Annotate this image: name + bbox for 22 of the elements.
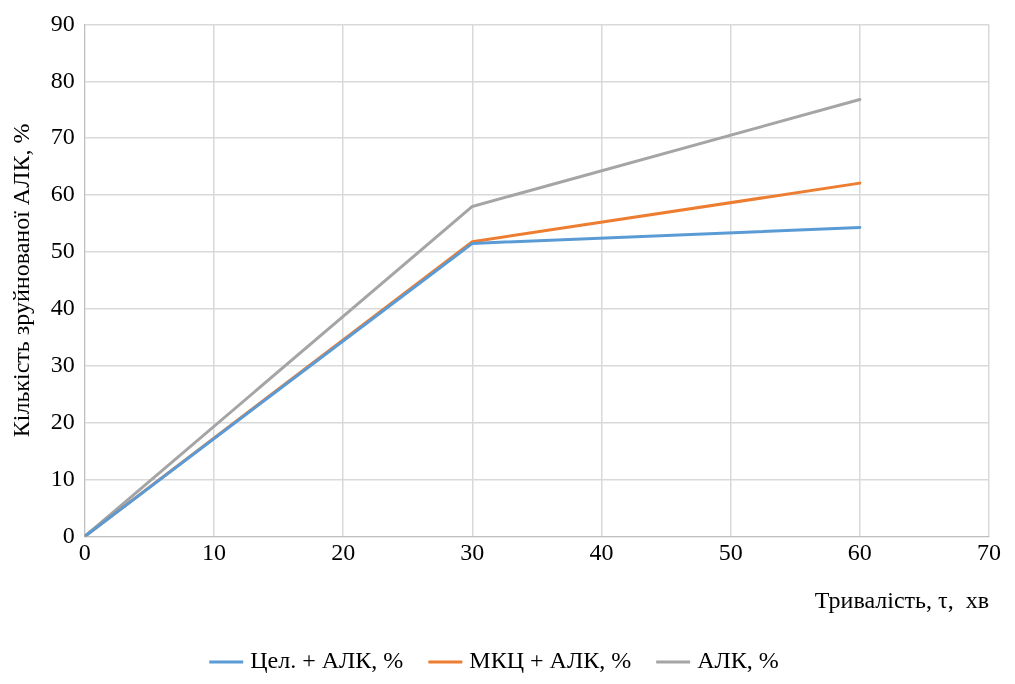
x-axis-title: Тривалість, τ, хв	[814, 586, 989, 613]
x-tick-label: 20	[331, 539, 356, 566]
y-axis-title: Кількість зруйнованої АЛК, %	[7, 123, 34, 438]
y-tick-label: 50	[50, 237, 75, 264]
legend-label: АЛК, %	[697, 647, 779, 674]
x-tick-label: 50	[718, 539, 743, 566]
y-tick-label: 60	[50, 180, 75, 207]
legend-label: Цел. + АЛК, %	[250, 647, 404, 674]
x-tick-label: 10	[201, 539, 226, 566]
y-tick-label: 30	[50, 351, 75, 378]
x-tick-label: 70	[977, 539, 1001, 566]
y-tick-label: 20	[50, 407, 75, 434]
x-tick-label: 30	[460, 539, 485, 566]
y-tick-label: 10	[50, 464, 75, 491]
y-tick-label: 90	[50, 9, 75, 36]
y-tick-label: 40	[50, 294, 75, 321]
y-tick-label: 70	[50, 123, 75, 150]
y-tick-label: 0	[62, 521, 75, 548]
x-tick-label: 40	[589, 539, 614, 566]
y-tick-label: 80	[50, 66, 75, 93]
legend-label: МКЦ + АЛК, %	[469, 647, 632, 674]
x-tick-label: 60	[847, 539, 872, 566]
